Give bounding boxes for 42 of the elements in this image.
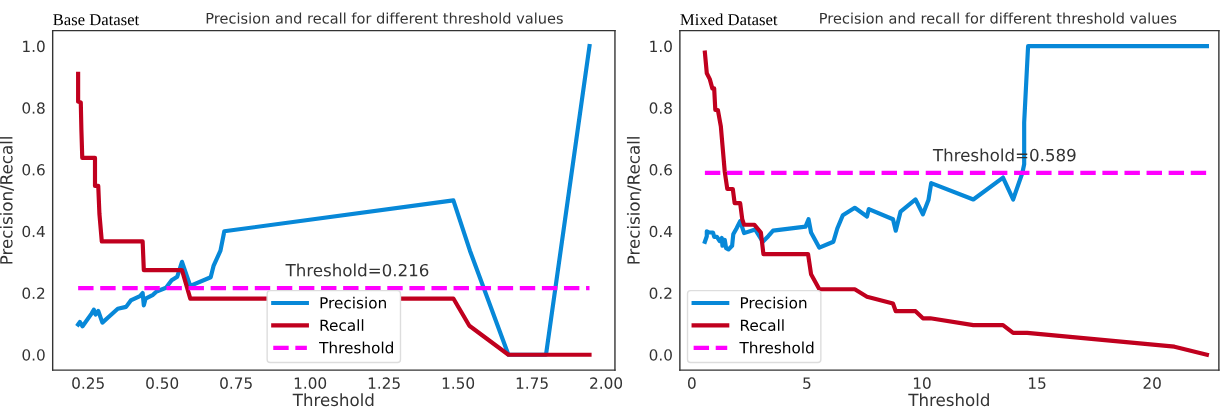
y-tick-label: 0.2 xyxy=(649,287,672,300)
x-tick-label: 10 xyxy=(913,377,931,389)
y-tick-label: 0.0 xyxy=(22,349,45,361)
y-tick-label: 0.4 xyxy=(22,225,45,238)
x-tick-label: 0 xyxy=(687,377,696,389)
y-tick-label: 0.2 xyxy=(22,287,45,300)
chart-subtitle: Precision and recall for different threshold values xyxy=(820,12,1177,24)
x-axis-title: Threshold xyxy=(908,393,989,407)
chart-title: Mixed Dataset xyxy=(680,13,778,26)
x-tick-label: 1.25 xyxy=(368,377,400,389)
legend-label: Threshold xyxy=(319,341,393,354)
y-tick-label: 0.0 xyxy=(649,349,672,361)
line-series xyxy=(702,44,1209,252)
y-tick-label: 0.8 xyxy=(22,102,45,114)
legend-label: Recall xyxy=(740,319,784,332)
line-series xyxy=(702,50,1209,357)
y-tick-label: 0.6 xyxy=(649,164,672,176)
x-tick-label: 0.25 xyxy=(72,377,104,389)
chart-subtitle: Precision and recall for different threshold values xyxy=(206,12,563,24)
legend-label: Precision xyxy=(740,296,807,309)
x-tick-label: 2.00 xyxy=(590,377,623,389)
legend-label: Recall xyxy=(320,319,364,332)
x-tick-label: 0.75 xyxy=(220,377,252,389)
x-tick-label: 1.50 xyxy=(442,377,475,389)
x-tick-label: 1.75 xyxy=(516,377,548,389)
y-tick-label: 0.6 xyxy=(22,164,45,176)
x-tick-label: 1.00 xyxy=(294,377,327,389)
legend-label: Precision xyxy=(320,296,386,309)
x-tick-label: 15 xyxy=(1029,377,1046,389)
chart-title: Base Dataset xyxy=(53,14,140,26)
legend-label: Threshold xyxy=(739,341,814,354)
y-tick-label: 0.8 xyxy=(649,102,672,114)
y-axis-title: Precision/Recall xyxy=(626,137,642,264)
y-axis-title: Precision/Recall xyxy=(0,137,14,264)
y-tick-label: 1.0 xyxy=(650,40,672,53)
y-tick-label: 1.0 xyxy=(23,40,45,53)
annotation: Threshold=0.216 xyxy=(285,263,429,277)
x-tick-label: 0.50 xyxy=(146,377,179,389)
x-tick-label: 5 xyxy=(803,377,811,389)
y-tick-label: 0.4 xyxy=(649,225,673,238)
x-axis-title: Threshold xyxy=(292,393,374,407)
x-tick-label: 20 xyxy=(1143,377,1161,389)
